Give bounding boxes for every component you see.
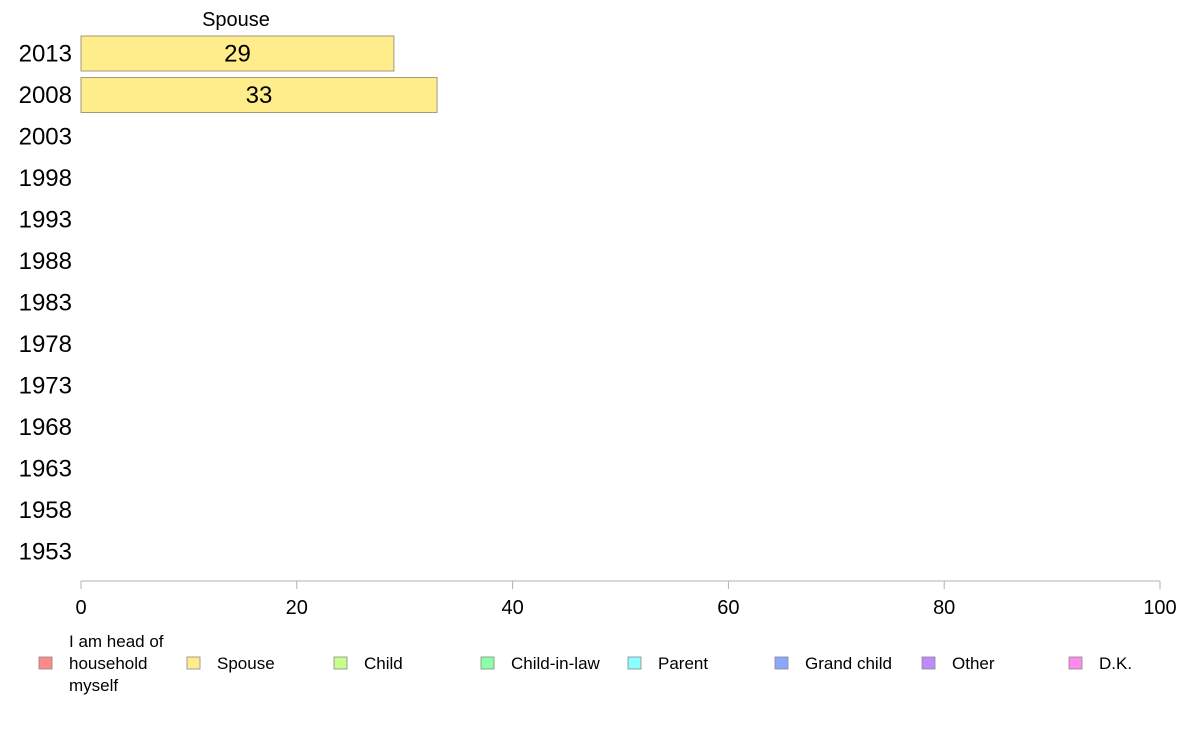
bar-value-label: 29 (224, 41, 251, 68)
legend-label: Child (364, 654, 403, 673)
y-tick-label: 2013 (19, 41, 72, 68)
y-tick-label: 1993 (19, 207, 72, 234)
legend-label: Grand child (805, 654, 892, 673)
legend-swatch (627, 656, 642, 670)
legend-label: Other (952, 654, 995, 673)
y-tick-label: 1968 (19, 414, 72, 441)
x-tick-label: 60 (717, 597, 739, 619)
y-tick-label: 1978 (19, 331, 72, 358)
x-tick-label: 100 (1143, 597, 1176, 619)
y-tick-label: 1953 (19, 539, 72, 566)
legend-swatch (480, 656, 495, 670)
legend-swatch (333, 656, 348, 670)
y-tick-label: 1963 (19, 456, 72, 483)
legend-label: D.K. (1099, 654, 1132, 673)
y-tick-label: 1983 (19, 290, 72, 317)
legend-swatch (774, 656, 789, 670)
bars-group: 29 33 (80, 35, 438, 113)
legend-label: Spouse (217, 654, 275, 673)
x-tick-label: 20 (286, 597, 308, 619)
legend-swatch (186, 656, 201, 670)
y-tick-label: 1988 (19, 248, 72, 275)
y-axis: 2013 2008 2003 1998 1993 1988 1983 1978 1973 1968… (19, 41, 72, 566)
legend-label: Parent (658, 654, 708, 673)
bar (80, 77, 438, 113)
bar-value-label: 33 (246, 82, 273, 109)
y-tick-label: 2003 (19, 124, 72, 151)
y-tick-label: 1973 (19, 373, 72, 400)
x-axis: 0 20 40 60 80 100 (75, 580, 1177, 619)
x-tick-label: 40 (501, 597, 523, 619)
legend: I am head of household myself Spouse Child Ch… (38, 632, 1132, 695)
legend-swatch (1068, 656, 1083, 670)
x-tick-label: 80 (933, 597, 955, 619)
legend-label: Child-in-law (511, 654, 601, 673)
legend-swatch (38, 656, 53, 670)
y-tick-label: 1998 (19, 165, 72, 192)
x-tick-label: 0 (75, 597, 86, 619)
y-tick-label: 2008 (19, 82, 72, 109)
legend-swatch (921, 656, 936, 670)
bar (80, 35, 395, 72)
legend-label: I am head of household myself (69, 632, 164, 695)
y-tick-label: 1958 (19, 497, 72, 524)
series-header-label: Spouse (202, 9, 270, 31)
